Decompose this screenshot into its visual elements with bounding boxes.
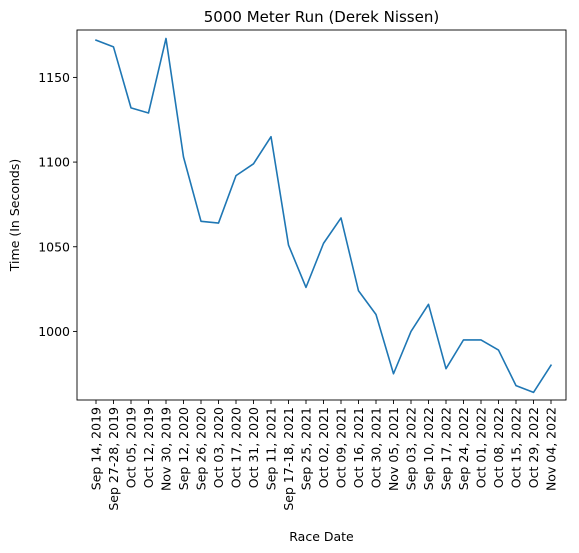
- x-tick-label: Oct 15, 2022: [509, 407, 524, 488]
- x-tick-label: Oct 05, 2019: [124, 407, 139, 488]
- chart-title: 5000 Meter Run (Derek Nissen): [204, 8, 439, 26]
- x-tick-label: Oct 02, 2021: [316, 407, 331, 488]
- x-tick-label: Oct 30, 2021: [369, 407, 384, 488]
- x-tick-label: Oct 08, 2022: [491, 407, 506, 488]
- x-tick-label: Oct 29, 2022: [526, 407, 541, 488]
- x-tick-label: Sep 25, 2021: [299, 407, 314, 490]
- x-tick-label: Sep 17-18, 2021: [281, 407, 296, 511]
- x-tick-label: Sep 24, 2022: [456, 407, 471, 490]
- x-tick-label: Sep 17, 2022: [439, 407, 454, 490]
- x-tick-label: Oct 03, 2020: [211, 407, 226, 488]
- y-tick-label: 1000: [38, 324, 70, 339]
- x-tick-label: Sep 11, 2021: [264, 407, 279, 490]
- plot-area: [77, 30, 566, 400]
- x-tick-label: Sep 14, 2019: [89, 407, 104, 490]
- x-tick-label: Sep 03, 2022: [404, 407, 419, 490]
- x-tick-label: Oct 12, 2019: [141, 407, 156, 488]
- x-axis-ticks: Sep 14, 2019 Sep 27-28, 2019 Oct 05, 2019 O…: [89, 400, 559, 511]
- x-axis-label: Race Date: [289, 529, 354, 544]
- y-tick-label: 1150: [38, 70, 70, 85]
- x-tick-label: Sep 27-28, 2019: [106, 407, 121, 511]
- x-tick-label: Oct 17, 2020: [229, 407, 244, 488]
- y-tick-label: 1100: [38, 155, 70, 170]
- y-axis-label: Time (In Seconds): [7, 159, 22, 272]
- x-tick-label: Nov 30, 2019: [159, 407, 174, 491]
- x-tick-label: Sep 26, 2020: [194, 407, 209, 490]
- x-tick-label: Oct 09, 2021: [334, 407, 349, 488]
- x-tick-label: Oct 01, 2022: [474, 407, 489, 488]
- x-tick-label: Sep 10, 2022: [421, 407, 436, 490]
- x-tick-label: Sep 12, 2020: [176, 407, 191, 490]
- x-tick-label: Nov 04, 2022: [544, 407, 559, 491]
- series-line: [94, 37, 553, 394]
- x-tick-label: Nov 05, 2021: [386, 407, 401, 491]
- x-tick-label: Oct 31, 2020: [246, 407, 261, 488]
- y-axis-ticks: 1000 1050 1100 1150: [38, 70, 77, 339]
- y-tick-label: 1050: [38, 239, 70, 254]
- x-tick-label: Oct 16, 2021: [351, 407, 366, 488]
- plot-frame: [76, 29, 567, 401]
